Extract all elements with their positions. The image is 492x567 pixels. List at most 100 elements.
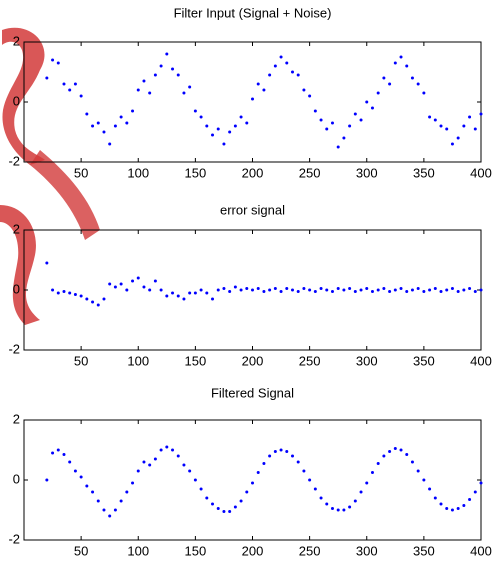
data-point (450, 508, 454, 512)
data-point (228, 290, 232, 293)
data-point (148, 288, 152, 292)
data-point (188, 469, 192, 473)
data-point (68, 291, 72, 295)
data-point (108, 514, 112, 518)
y-tick-label: 0 (13, 471, 20, 486)
data-point (473, 290, 477, 293)
data-point (102, 297, 106, 301)
data-point (45, 261, 49, 265)
data-point (91, 124, 95, 128)
data-point (131, 279, 135, 283)
data-point (348, 505, 352, 509)
data-point (273, 450, 277, 453)
data-point (125, 490, 129, 494)
data-point (205, 291, 209, 295)
data-point (382, 454, 386, 458)
data-point (45, 478, 49, 482)
data-point (113, 285, 117, 289)
data-point (233, 124, 237, 128)
data-point (479, 288, 483, 292)
data-point (148, 463, 152, 467)
data-point (479, 481, 483, 485)
data-point (359, 288, 363, 292)
data-point (142, 285, 146, 289)
data-point (216, 127, 220, 131)
data-point (136, 276, 140, 280)
x-tick-label: 150 (185, 543, 207, 558)
data-point (376, 91, 380, 95)
data-point (279, 290, 283, 293)
x-tick-label: 200 (242, 165, 264, 180)
y-tick-label: 2 (13, 411, 20, 426)
data-point (73, 293, 77, 296)
data-point (348, 124, 352, 128)
data-point (273, 287, 277, 290)
data-point (410, 76, 414, 80)
data-point (273, 64, 277, 68)
data-point (268, 454, 272, 458)
data-point (85, 112, 89, 116)
data-point (131, 109, 135, 113)
data-point (245, 287, 249, 290)
data-point (182, 297, 186, 301)
data-point (410, 460, 414, 464)
data-point (125, 121, 129, 125)
x-tick-label: 150 (185, 165, 207, 180)
data-point (290, 288, 294, 292)
data-point (131, 481, 135, 485)
data-point (342, 508, 346, 512)
data-point (56, 448, 60, 452)
decoration (0, 205, 40, 325)
x-tick-label: 50 (74, 353, 88, 368)
x-tick-label: 300 (356, 165, 378, 180)
chart-title: error signal (220, 202, 285, 217)
data-point (388, 290, 392, 293)
data-point (199, 115, 203, 119)
data-point (353, 499, 357, 503)
data-point (416, 82, 420, 86)
data-point (205, 496, 209, 500)
data-point (290, 454, 294, 458)
data-point (336, 508, 340, 512)
data-point (96, 121, 100, 125)
plot-frame (23, 41, 482, 163)
data-point (79, 294, 83, 298)
data-point (279, 448, 283, 452)
data-point (296, 290, 300, 293)
x-tick-label: 100 (127, 353, 149, 368)
data-point (199, 487, 203, 491)
data-point (353, 112, 357, 116)
data-point (176, 294, 180, 298)
data-point (68, 88, 72, 92)
data-point (171, 291, 175, 295)
data-point (370, 290, 374, 293)
data-point (211, 133, 215, 137)
data-point (222, 142, 226, 146)
data-point (279, 55, 283, 59)
data-point (313, 109, 317, 113)
data-point (365, 100, 369, 104)
data-point (462, 124, 466, 128)
data-point (262, 462, 266, 465)
data-point (302, 88, 306, 92)
data-point (193, 291, 197, 295)
data-point (176, 73, 180, 77)
data-point (262, 88, 266, 92)
x-tick-label: 150 (185, 353, 207, 368)
data-point (91, 300, 95, 304)
data-point (319, 496, 323, 500)
data-point (251, 481, 254, 485)
data-point (468, 498, 472, 501)
data-point (330, 507, 334, 510)
data-point (199, 288, 203, 292)
data-point (256, 287, 260, 290)
data-point (182, 463, 186, 467)
x-tick-label: 250 (299, 165, 321, 180)
data-point (319, 287, 323, 290)
data-point (462, 504, 466, 507)
data-point (296, 460, 300, 464)
data-point (268, 288, 272, 292)
data-point (359, 118, 363, 122)
data-point (330, 290, 334, 293)
